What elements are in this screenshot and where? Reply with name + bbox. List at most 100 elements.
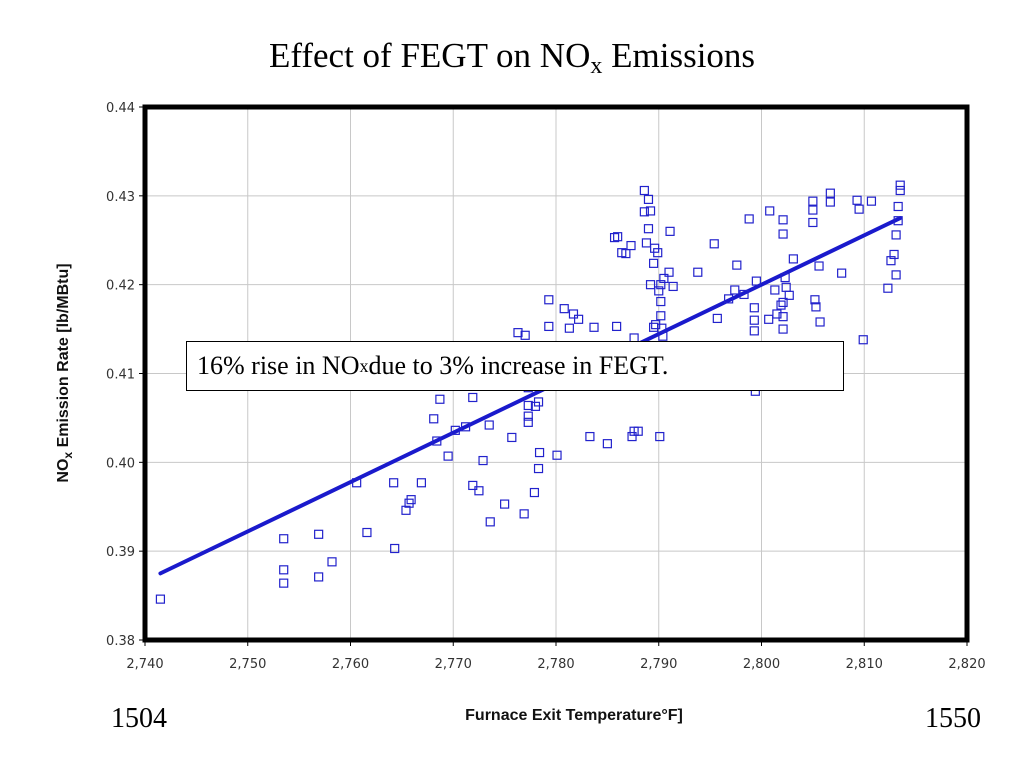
data-point [523, 417, 533, 427]
data-point [633, 426, 643, 436]
x-tick-label: 2,770 [435, 657, 472, 672]
data-point [895, 185, 905, 196]
data-point [544, 295, 554, 305]
data-point [889, 249, 899, 260]
slide-title: Effect of FEGT on NOx Emissions [0, 36, 1024, 80]
data-point [665, 226, 675, 236]
data-point [613, 232, 623, 242]
callout-prefix: 16% rise in NO [197, 351, 360, 380]
data-point [585, 431, 595, 442]
data-point [617, 248, 627, 258]
data-point [574, 314, 584, 324]
data-point [751, 276, 761, 286]
x-tick-label: 2,820 [948, 657, 985, 672]
data-point [780, 272, 790, 283]
data-point [643, 224, 654, 234]
data-point [523, 400, 533, 411]
y-tick-label: 0.38 [106, 634, 135, 649]
data-point [886, 256, 896, 266]
data-point [639, 185, 649, 196]
data-point [808, 205, 818, 215]
y-tick-label: 0.42 [106, 279, 135, 294]
data-point [730, 285, 740, 295]
data-point [814, 261, 824, 271]
data-point [602, 439, 612, 449]
y-tick-label: 0.41 [106, 368, 135, 383]
data-point [656, 280, 666, 290]
x-tick-label: 2,800 [743, 657, 780, 672]
data-point [478, 455, 488, 466]
data-point [778, 312, 788, 322]
data-point [429, 414, 439, 424]
callout-suffix: due to 3% increase in FEGT. [368, 351, 669, 380]
data-point [314, 529, 324, 539]
y-tick-label: 0.44 [106, 101, 135, 116]
data-point [626, 240, 636, 251]
trendline-layer [158, 216, 903, 576]
data-point [534, 447, 545, 458]
callout-subscript: x [359, 355, 369, 376]
y-tick-label: 0.43 [106, 190, 135, 205]
data-point [390, 543, 400, 554]
y-tick-label: 0.39 [106, 545, 135, 560]
data-point [808, 217, 818, 228]
data-point [784, 290, 794, 300]
fahrenheit-left-label: 1504 [111, 703, 167, 734]
data-point [612, 321, 622, 332]
data-point [778, 324, 788, 334]
data-point [664, 267, 674, 277]
data-point [895, 180, 905, 190]
data-point [778, 215, 788, 225]
data-point [627, 431, 637, 442]
x-axis-title: Furnace Exit Temperature°F] [465, 707, 683, 724]
data-point [474, 486, 484, 496]
data-point [529, 487, 540, 498]
data-point [858, 335, 868, 345]
data-point [732, 260, 742, 270]
data-point [352, 478, 362, 488]
data-point [468, 392, 478, 403]
data-point [468, 480, 478, 491]
data-point [639, 207, 649, 217]
data-point [770, 285, 780, 295]
data-point [645, 280, 656, 290]
data-point [749, 303, 759, 313]
data-point [649, 322, 659, 332]
slide-title-prefix: Effect of FEGT on NO [268, 36, 591, 75]
data-point [655, 431, 665, 442]
data-point [724, 294, 734, 304]
y-axis-title-subscript: x [61, 452, 75, 459]
data-point [450, 425, 460, 435]
x-tick-label: 2,760 [332, 657, 369, 672]
data-point [659, 273, 669, 284]
data-point [519, 509, 529, 519]
slide-title-subscript: x [590, 53, 603, 79]
data-point [656, 311, 666, 321]
data-point [589, 322, 599, 332]
data-point [279, 578, 289, 588]
data-point [513, 328, 523, 338]
data-point [749, 326, 759, 336]
data-point [776, 300, 786, 310]
data-point [651, 320, 661, 330]
data-point [744, 214, 754, 224]
data-point [544, 321, 554, 332]
y-axis-ticks: 0.38 0.39 0.40 0.41 0.42 0.43 0.44 [106, 101, 145, 649]
data-point [825, 197, 835, 207]
x-tick-label: 2,750 [229, 657, 266, 672]
data-point [837, 268, 847, 278]
x-tick-label: 2,790 [640, 657, 677, 672]
data-point [649, 258, 659, 268]
data-point [559, 304, 569, 314]
data-point [709, 239, 719, 249]
data-point [891, 230, 901, 240]
x-tick-label: 2,810 [846, 657, 883, 672]
data-point [435, 394, 445, 404]
data-point [866, 196, 877, 206]
data-point [815, 317, 825, 327]
x-tick-label: 2,740 [126, 657, 163, 672]
data-point [654, 286, 664, 296]
data-point [778, 229, 788, 239]
y-axis-title-suffix: Emission Rate [lb/MBtu] [55, 263, 72, 451]
data-point [749, 315, 759, 325]
